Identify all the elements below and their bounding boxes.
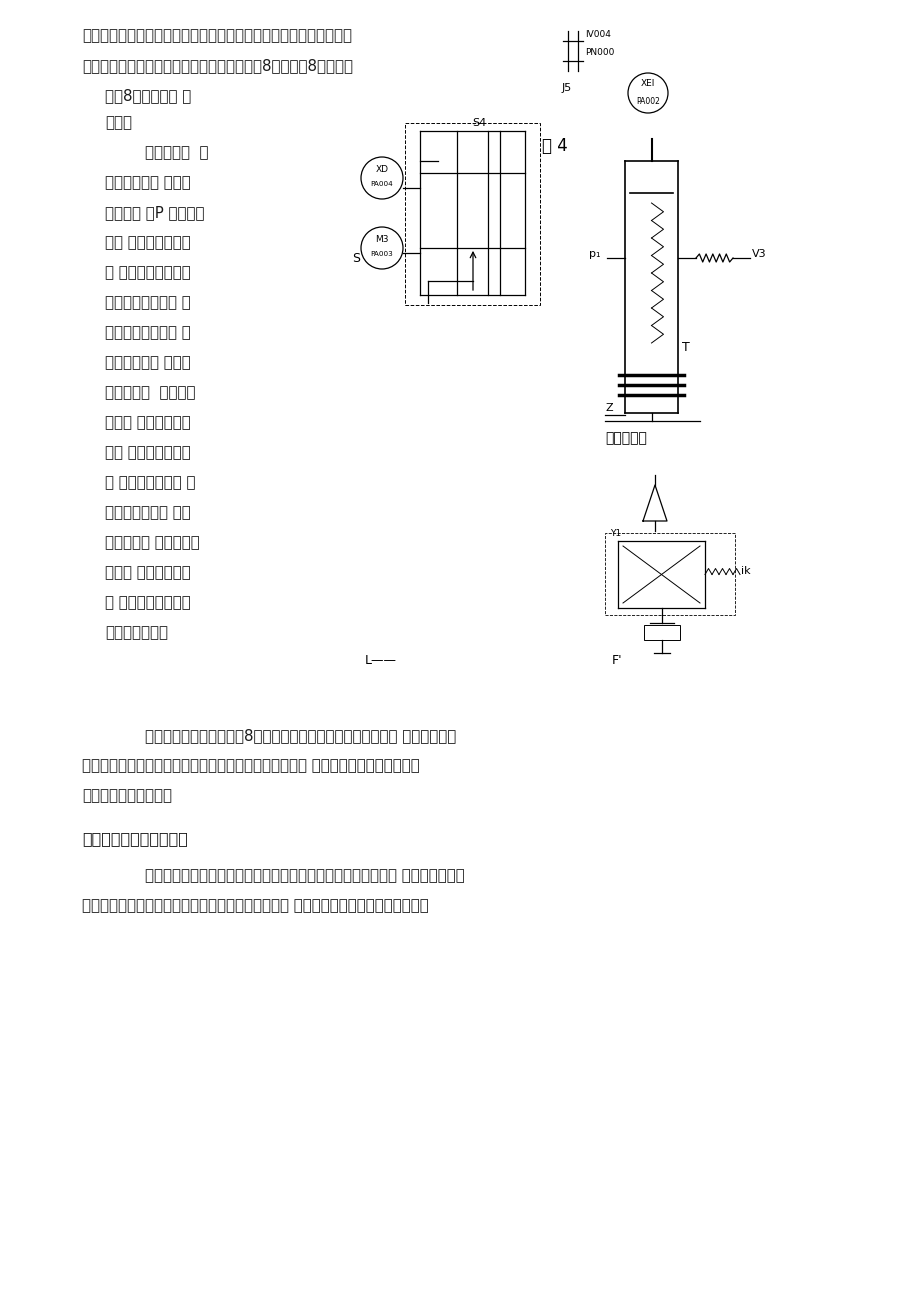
Text: 力盘油缸，  以达到向: 力盘油缸， 以达到向 xyxy=(105,384,196,400)
Text: Y1: Y1 xyxy=(609,529,620,538)
Text: 泵出的油脂送到集油器分8路，四路进入一、二道钢刷密封之间 的前四个注入: 泵出的油脂送到集油器分8路，四路进入一、二道钢刷密封之间 的前四个注入 xyxy=(145,728,456,743)
Text: Z: Z xyxy=(605,403,612,413)
Text: PA003: PA003 xyxy=(370,251,393,257)
Text: 泵上装 有低油脂警报: 泵上装 有低油脂警报 xyxy=(105,566,190,580)
Text: 送来的压缩空 气由气: 送来的压缩空 气由气 xyxy=(105,175,190,190)
Text: 然后 分两路，一路经: 然后 分两路，一路经 xyxy=(105,235,190,250)
Text: 脂到密封装置，以失油密封形式阻止隧洞内的水、土及压注材料从盾: 脂到密封装置，以失油密封形式阻止隧洞内的水、土及压注材料从盾 xyxy=(82,27,352,43)
Text: M3: M3 xyxy=(375,236,389,245)
Text: 组成。: 组成。 xyxy=(105,115,131,130)
Text: 源 调节装置达到油 脂: 源 调节装置达到油 脂 xyxy=(105,476,196,490)
Bar xyxy=(642,625,679,640)
Text: IV004: IV004 xyxy=(584,30,610,39)
Text: 阀和8个压力传感 器: 阀和8个压力传感 器 xyxy=(105,89,191,103)
Text: PN000: PN000 xyxy=(584,48,614,57)
Text: J5: J5 xyxy=(562,83,572,93)
Text: V3: V3 xyxy=(751,249,766,259)
Bar xyxy=(404,122,539,305)
Text: 器、减压阀（带压 力: 器、减压阀（带压 力 xyxy=(105,294,190,310)
Text: p₁: p₁ xyxy=(588,249,599,259)
Text: 尾进入盾构内。系统由气动油脂泵、集油器、8路支管及8个气动闸: 尾进入盾构内。系统由气动油脂泵、集油器、8路支管及8个气动闸 xyxy=(82,59,353,73)
Text: 主轴承设置有三道唇形外密封和两道唇形内密封，外密封前两道 采用永久性失脂: 主轴承设置有三道唇形外密封和两道唇形内密封，外密封前两道 采用永久性失脂 xyxy=(145,868,464,883)
Text: PA004: PA004 xyxy=(370,181,393,188)
Text: 往复运动将 油脂泵出。: 往复运动将 油脂泵出。 xyxy=(105,536,199,550)
Text: 动换向阀到达 油脂压: 动换向阀到达 油脂压 xyxy=(105,354,190,370)
Text: F': F' xyxy=(611,654,622,667)
Text: 「一才一！: 「一才一！ xyxy=(605,431,646,446)
Text: 从空气压缩  机: 从空气压缩 机 xyxy=(145,145,209,160)
Text: 气 源调节装置（过滤: 气 源调节装置（过滤 xyxy=(105,265,190,280)
Text: 四．主轴承密封油脂系统: 四．主轴承密封油脂系统 xyxy=(82,831,187,846)
Text: 灾 4: 灾 4 xyxy=(541,137,567,155)
Text: 式流量传感器。: 式流量传感器。 xyxy=(105,625,168,640)
Text: S: S xyxy=(352,251,359,265)
Text: 润滑来阻止土仓内的渣土和泥浆渗入，后一道密封是 防止主轴承内的润滑油渗漏。主轴: 润滑来阻止土仓内的渣土和泥浆渗入，后一道密封是 防止主轴承内的润滑油渗漏。主轴 xyxy=(82,898,428,913)
Text: XEI: XEI xyxy=(641,78,654,87)
Text: 另一 路经气控阀、气: 另一 路经气控阀、气 xyxy=(105,446,190,460)
Text: L——: L—— xyxy=(365,654,397,667)
Text: S4: S4 xyxy=(471,119,486,128)
Text: T: T xyxy=(681,341,689,354)
Text: PA002: PA002 xyxy=(635,96,659,106)
Text: 油脂泵 供油的目的。: 油脂泵 供油的目的。 xyxy=(105,414,190,430)
Text: 开 关、压力表和计数: 开 关、压力表和计数 xyxy=(105,595,190,610)
Text: ik: ik xyxy=(740,566,750,576)
Text: 动油脂泵 的P 口进入，: 动油脂泵 的P 口进入， xyxy=(105,205,204,220)
Text: 孔，另四路进入二、三道钢刷密封之间的后四个注入孔。 每一路都可以气控阀单独控: 孔，另四路进入二、三道钢刷密封之间的后四个注入孔。 每一路都可以气控阀单独控 xyxy=(82,758,419,773)
Text: 制，也可以同时控制。: 制，也可以同时控制。 xyxy=(82,788,172,803)
Text: 表）、油雾器）、 手: 表）、油雾器）、 手 xyxy=(105,324,190,340)
Text: XD: XD xyxy=(375,165,388,175)
Text: 泵，靠油脂泵的 自动: 泵，靠油脂泵的 自动 xyxy=(105,506,190,520)
Bar xyxy=(605,533,734,615)
